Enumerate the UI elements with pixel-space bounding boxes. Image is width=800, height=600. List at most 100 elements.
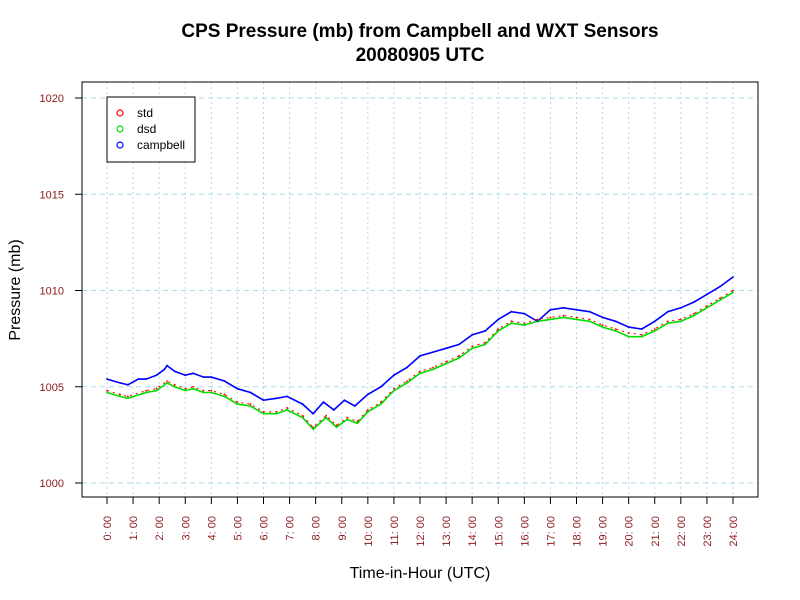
x-tick-label: 9: 00: [337, 516, 349, 540]
data-point-std: [614, 328, 617, 330]
data-point-std: [166, 380, 168, 382]
data-point-std: [640, 333, 643, 336]
data-point-dsd: [202, 391, 205, 394]
data-point-std: [497, 328, 500, 330]
data-point-dsd: [510, 322, 513, 325]
data-point-dsd: [325, 416, 327, 419]
data-point-dsd: [166, 382, 168, 384]
data-point-dsd: [346, 418, 348, 421]
data-point-std: [335, 424, 338, 427]
data-point-std: [706, 305, 708, 307]
data-point-std: [262, 410, 265, 413]
data-point-campbell: [419, 355, 421, 357]
data-point-dsd: [286, 408, 288, 411]
data-point-std: [286, 407, 288, 409]
data-point-std: [692, 312, 695, 315]
data-point-dsd: [523, 324, 526, 327]
legend: std dsd campbell: [106, 96, 196, 163]
data-point-std: [366, 408, 369, 411]
data-point-std: [155, 387, 158, 390]
data-point-std: [471, 345, 474, 348]
x-tick-label: 14: 00: [467, 516, 479, 547]
data-point-dsd: [484, 343, 487, 346]
data-point-campbell: [719, 285, 721, 288]
data-point-std: [575, 316, 578, 319]
legend-marker-std: [116, 109, 124, 117]
data-point-dsd: [192, 387, 194, 390]
data-point-campbell: [627, 326, 630, 328]
x-tick-label: 15: 00: [493, 516, 505, 547]
legend-marker-dsd: [116, 125, 124, 133]
data-point-dsd: [335, 426, 338, 429]
x-tick-label: 0: 00: [102, 516, 114, 540]
data-point-std: [346, 416, 348, 419]
data-point-campbell: [640, 328, 643, 330]
data-point-campbell: [666, 310, 669, 313]
x-tick-label: 19: 00: [598, 516, 610, 547]
data-point-std: [223, 393, 226, 396]
data-point-dsd: [262, 412, 265, 415]
data-point-std: [210, 389, 213, 392]
data-point-dsd: [275, 412, 278, 415]
data-point-std: [653, 328, 656, 330]
data-point-dsd: [679, 320, 682, 323]
data-point-std: [106, 389, 108, 392]
data-point-std: [732, 289, 734, 292]
x-tick-label: 4: 00: [206, 516, 218, 540]
data-point-std: [173, 383, 176, 386]
data-point-std: [119, 393, 121, 396]
data-point-dsd: [432, 368, 434, 371]
data-point-campbell: [236, 387, 239, 390]
data-point-campbell: [192, 372, 194, 375]
data-point-dsd: [379, 403, 382, 405]
data-point-campbell: [106, 378, 108, 380]
data-point-campbell: [301, 403, 304, 405]
data-point-campbell: [445, 347, 447, 350]
data-point-dsd: [458, 356, 461, 359]
data-point-campbell: [155, 374, 158, 377]
data-point-campbell: [249, 391, 252, 394]
data-point-dsd: [627, 335, 630, 338]
data-point-campbell: [126, 383, 129, 386]
data-point-campbell: [262, 399, 265, 402]
data-point-std: [562, 314, 565, 317]
data-point-std: [184, 387, 187, 390]
data-point-dsd: [614, 330, 617, 332]
y-tick-label: 1010: [40, 286, 64, 298]
data-point-campbell: [210, 376, 213, 379]
data-point-dsd: [210, 391, 213, 394]
data-point-dsd: [236, 403, 239, 405]
data-point-campbell: [166, 364, 168, 367]
data-point-std: [192, 385, 194, 388]
data-point-dsd: [575, 318, 578, 321]
data-point-campbell: [679, 306, 682, 309]
data-point-std: [679, 318, 682, 321]
data-point-campbell: [432, 351, 434, 353]
data-point-campbell: [137, 378, 140, 380]
data-point-std: [236, 401, 239, 404]
y-tick-label: 1005: [40, 382, 64, 394]
data-point-std: [445, 360, 447, 363]
data-point-std: [249, 403, 252, 405]
x-tick-label: 18: 00: [572, 516, 584, 547]
series-line-std: [106, 290, 734, 428]
data-point-std: [484, 341, 487, 344]
data-point-campbell: [366, 393, 369, 396]
x-tick-label: 2: 00: [154, 516, 166, 540]
data-point-campbell: [692, 301, 695, 303]
data-point-dsd: [588, 320, 591, 323]
data-point-dsd: [155, 389, 158, 392]
data-point-std: [601, 324, 604, 327]
x-tick-label: 22: 00: [676, 516, 688, 547]
data-point-std: [549, 316, 552, 319]
data-point-dsd: [640, 335, 643, 338]
data-point-dsd: [312, 428, 314, 430]
legend-box: [106, 96, 196, 163]
data-point-campbell: [471, 333, 474, 336]
data-point-std: [588, 318, 591, 321]
data-point-std: [126, 395, 129, 398]
x-tick-label: 1: 00: [128, 516, 140, 540]
data-point-dsd: [706, 306, 708, 309]
data-point-dsd: [145, 391, 148, 394]
